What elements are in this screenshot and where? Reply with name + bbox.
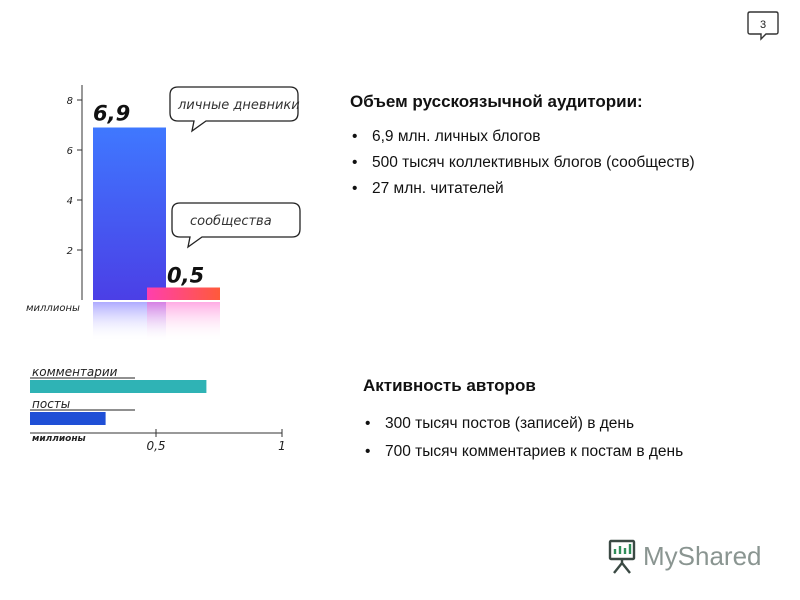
category-label: личные дневники	[177, 98, 300, 113]
page-number: 3	[760, 19, 766, 31]
category-label: посты	[32, 397, 70, 411]
callout-personal-diaries: личные дневники	[169, 86, 300, 133]
unit-label: миллионы	[32, 434, 86, 444]
page-number-badge: 3	[747, 11, 779, 41]
bar-communities	[147, 287, 220, 300]
activity-title: Активность авторов	[363, 376, 536, 395]
bar-posts	[30, 412, 106, 425]
audience-title: Объем русскоязычной аудитории:	[350, 92, 643, 111]
audience-item: 500 тысяч коллективных блогов (сообществ…	[350, 150, 780, 176]
audience-bar-chart: 2 4 6 8 миллионы личные дневники сообщества 6…	[26, 85, 301, 340]
category-label: сообщества	[190, 214, 272, 229]
data-label: 0,5	[167, 264, 204, 288]
x-tick-label: 1	[278, 439, 286, 453]
logo-text: MyShared	[643, 541, 762, 571]
activity-panel: Активность авторов 300 тысяч постов (зап…	[363, 376, 783, 466]
data-label: 6,9	[93, 102, 130, 126]
activity-list: 300 тысяч постов (записей) в день 700 ты…	[363, 410, 783, 466]
audience-item: 6,9 млн. личных блогов	[350, 124, 780, 150]
activity-bar-chart: миллионы 0,5 1 комментарии посты	[30, 365, 286, 453]
activity-item: 700 тысяч комментариев к постам в день	[363, 438, 783, 466]
audience-item: 27 млн. читателей	[350, 176, 780, 202]
callout-bubble	[169, 86, 299, 133]
myshared-logo[interactable]: MyShared	[605, 535, 775, 577]
y-tick-label: 8	[67, 96, 73, 107]
y-tick-label: 2	[67, 246, 73, 257]
presentation-board-icon	[608, 539, 636, 574]
activity-item: 300 тысяч постов (записей) в день	[363, 410, 783, 438]
unit-label: миллионы	[26, 303, 80, 314]
callout-communities: сообщества	[171, 202, 301, 249]
bar-personal-diaries	[93, 127, 166, 300]
audience-list: 6,9 млн. личных блогов 500 тысяч коллект…	[350, 124, 780, 202]
y-tick-label: 6	[67, 146, 73, 157]
category-label: комментарии	[32, 365, 118, 379]
bar-comments	[30, 380, 207, 393]
bar-reflection	[147, 302, 220, 340]
callout-bubble	[171, 202, 301, 249]
y-tick-label: 4	[67, 196, 73, 207]
audience-panel: Объем русскоязычной аудитории: 6,9 млн. …	[350, 92, 780, 202]
x-tick-label: 0,5	[146, 439, 165, 453]
